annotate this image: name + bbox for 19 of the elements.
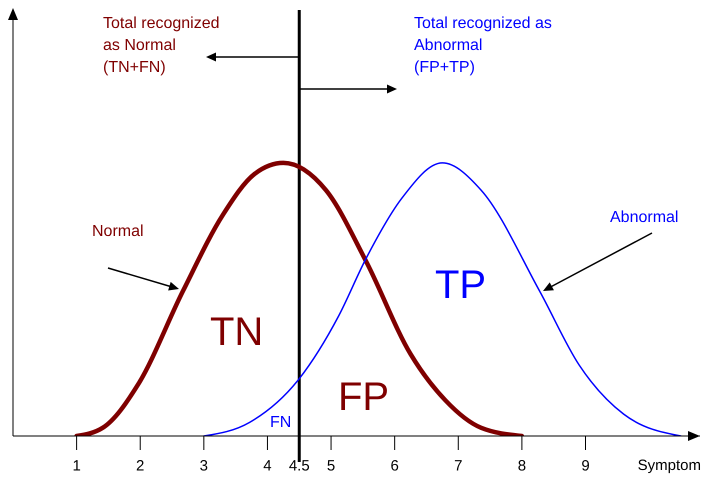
x-tick-label: 7 [454, 458, 462, 475]
x-axis-title: Symptom [638, 457, 701, 474]
x-tick-label: 9 [581, 458, 590, 475]
x-tick-label: 2 [136, 458, 144, 475]
x-tick-label: 6 [390, 458, 399, 475]
annotation: Normal [92, 223, 144, 240]
text: Total recognized as Normal (TN+FN) [103, 15, 220, 76]
x-tick-label: 8 [518, 458, 526, 475]
text: Total recognized as Abnormal (FP+TP) [414, 15, 552, 76]
annotation: FP [338, 375, 390, 419]
x-tick-label: 4.5 [288, 458, 310, 475]
x-tick-label: 3 [200, 458, 208, 475]
x-tick-label: 5 [326, 458, 336, 475]
x-tick-label: 1 [72, 458, 81, 475]
annotation: Abnormal [610, 209, 678, 226]
annotation: TN [210, 310, 264, 354]
x-tick-label: 4 [263, 458, 272, 475]
annotation: FN [270, 414, 292, 431]
annotation: TP [435, 263, 486, 307]
